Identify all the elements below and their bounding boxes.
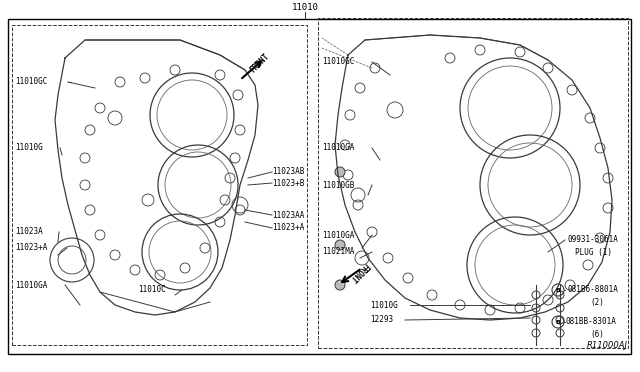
Text: (2): (2): [590, 298, 604, 307]
Text: 11021MA: 11021MA: [322, 247, 355, 257]
Text: 11010GA: 11010GA: [15, 280, 47, 289]
Bar: [318, 18, 628, 348]
Text: 11010GA: 11010GA: [322, 231, 355, 240]
Text: 11010GB: 11010GB: [322, 180, 355, 189]
Text: FRONT: FRONT: [348, 261, 371, 283]
Circle shape: [335, 167, 345, 177]
Text: 081BB-8301A: 081BB-8301A: [565, 317, 616, 327]
Text: (6): (6): [590, 330, 604, 339]
Text: 11023+A: 11023+A: [272, 224, 305, 232]
Text: 11010G: 11010G: [370, 301, 397, 310]
Text: 11010GC: 11010GC: [15, 77, 47, 87]
Circle shape: [335, 240, 345, 250]
Bar: [12, 25, 307, 345]
Text: 11023A: 11023A: [15, 228, 43, 237]
Text: 11023AA: 11023AA: [272, 211, 305, 219]
Text: B: B: [556, 288, 561, 292]
Text: 11010GA: 11010GA: [322, 144, 355, 153]
Text: 11010GC: 11010GC: [322, 58, 355, 67]
Circle shape: [335, 280, 345, 290]
Text: 11023+A: 11023+A: [15, 244, 47, 253]
Text: 11023+B: 11023+B: [272, 179, 305, 187]
Text: B: B: [556, 320, 561, 324]
Text: 11010G: 11010G: [15, 144, 43, 153]
Text: 081B6-8801A: 081B6-8801A: [568, 285, 619, 295]
Text: 11023AB: 11023AB: [272, 167, 305, 176]
Text: 11010: 11010: [292, 3, 319, 13]
Text: FRONT: FRONT: [248, 52, 271, 74]
Text: 11010C: 11010C: [138, 285, 166, 295]
Text: 12293: 12293: [370, 315, 393, 324]
Text: R11000AJ: R11000AJ: [587, 341, 628, 350]
Text: 09931-3061A: 09931-3061A: [568, 235, 619, 244]
Text: PLUG (1): PLUG (1): [575, 247, 612, 257]
